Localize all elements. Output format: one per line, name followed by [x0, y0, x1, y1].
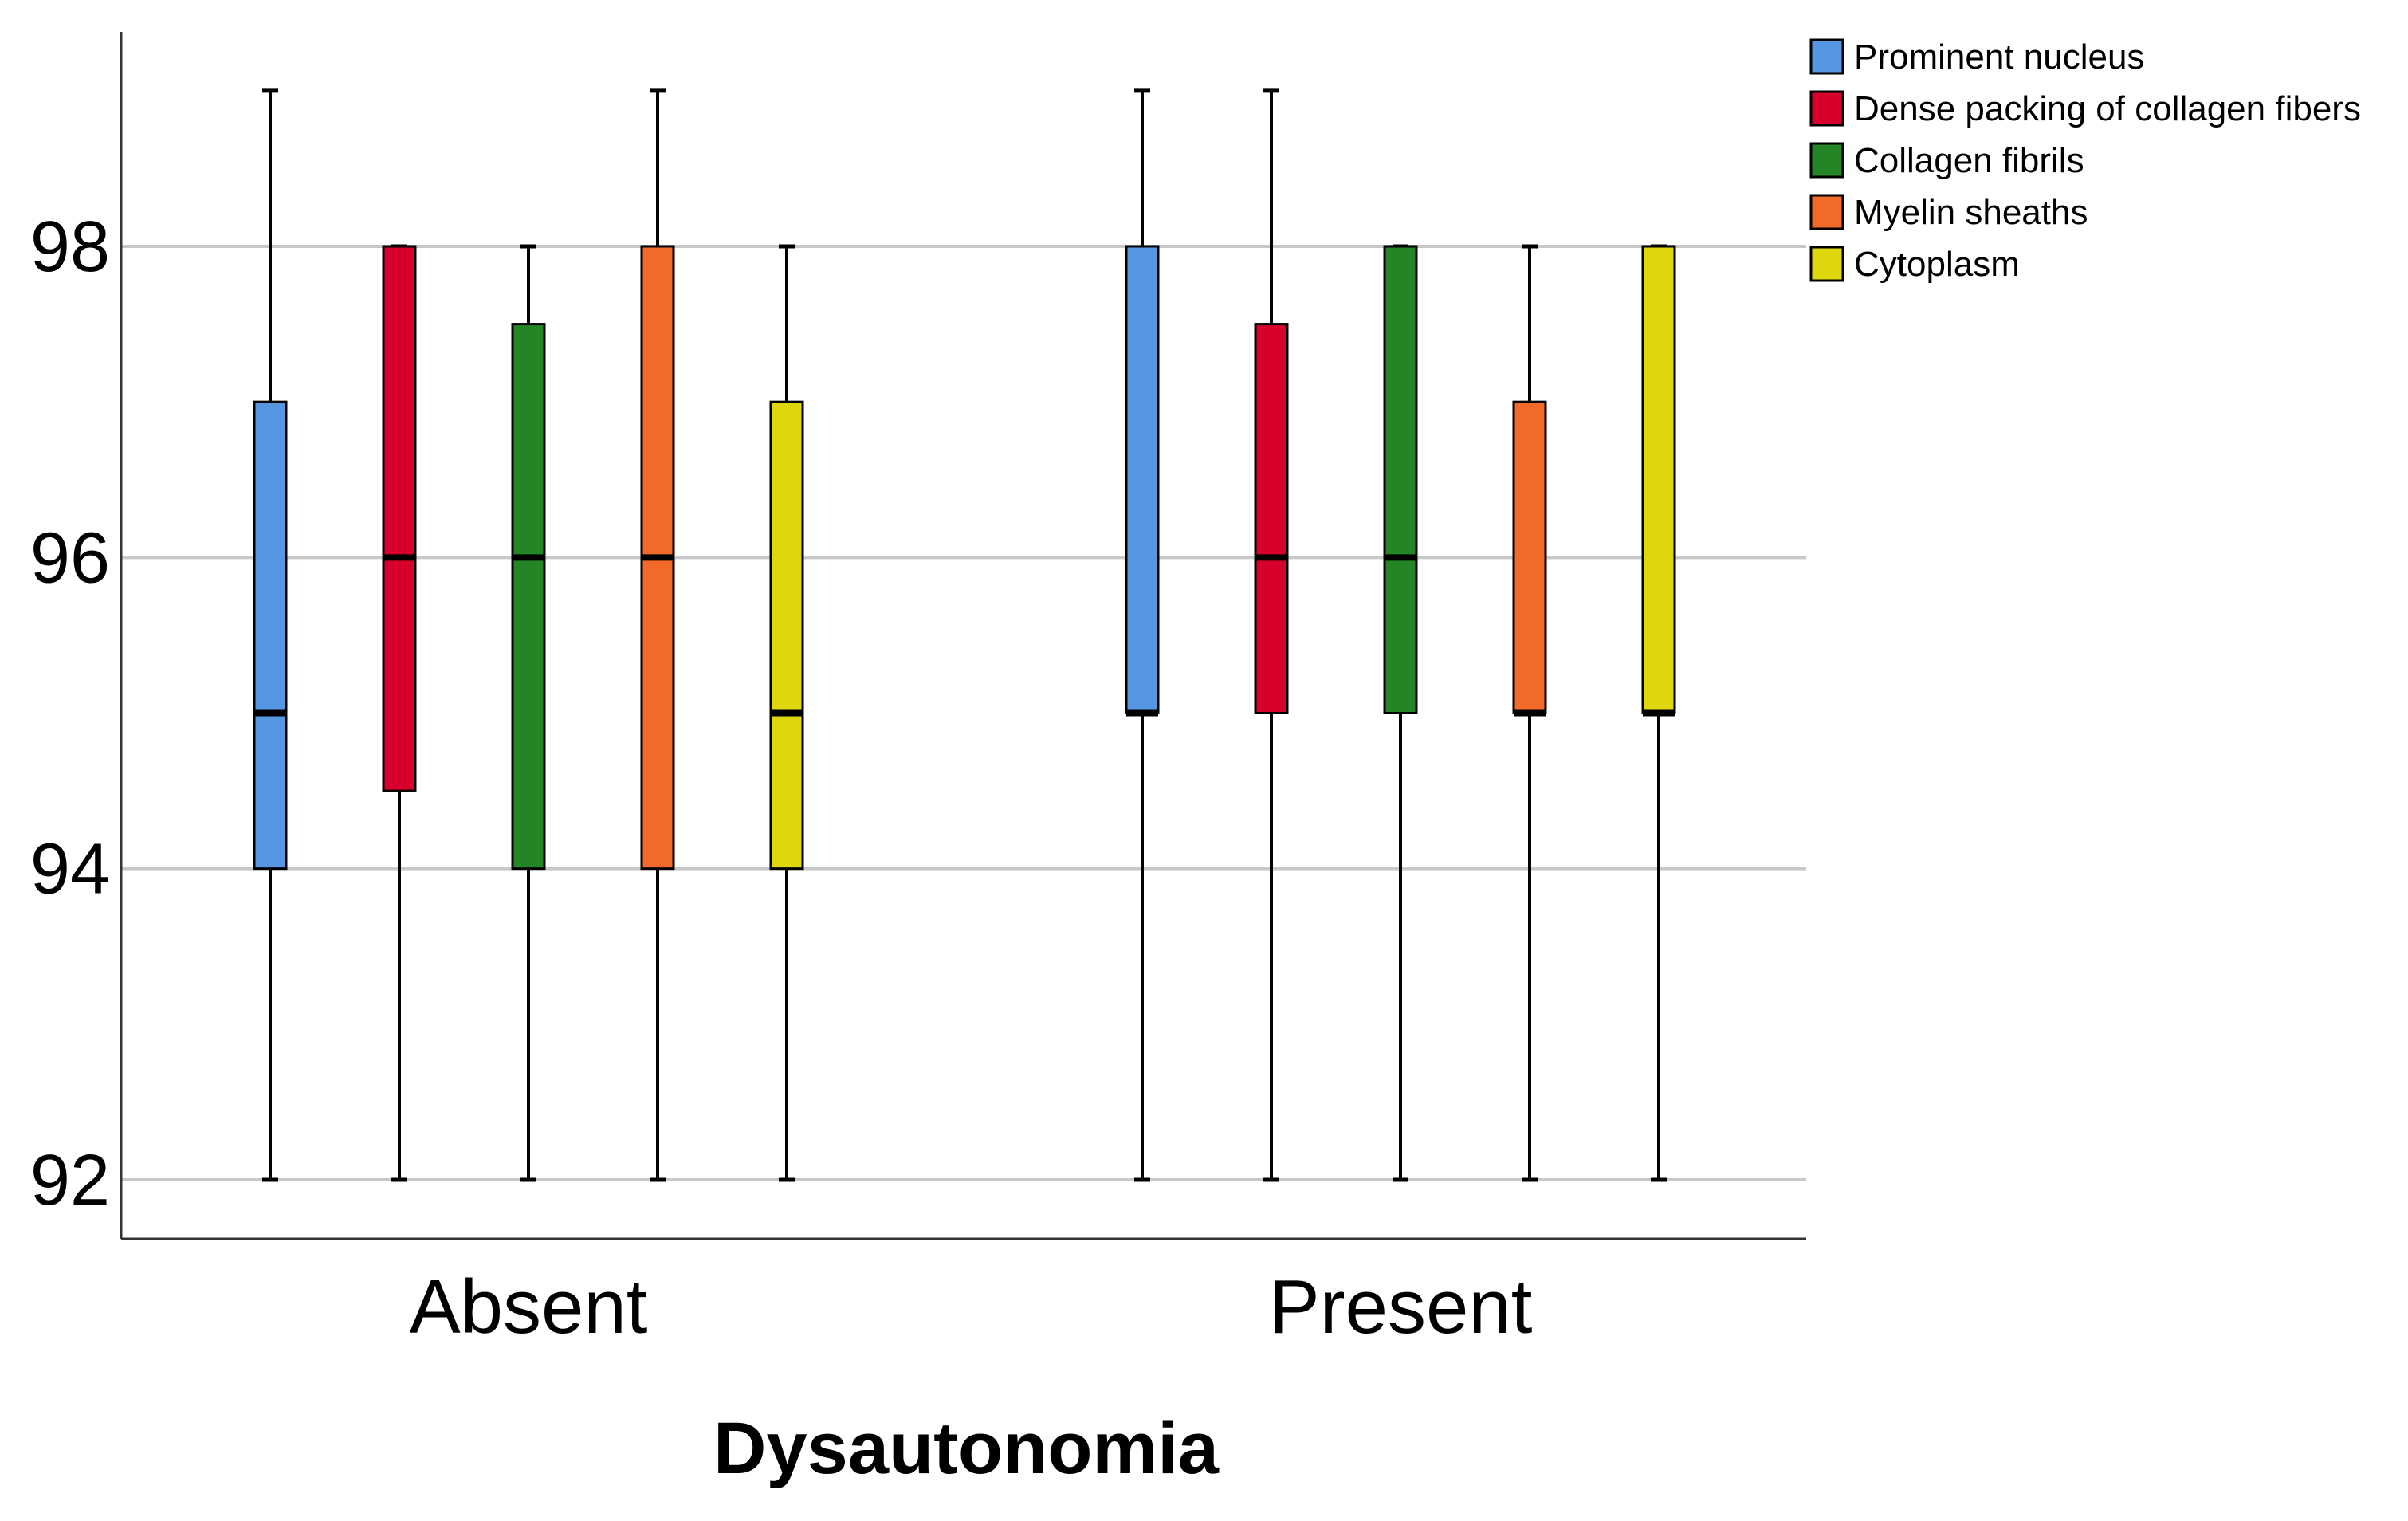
y-tick-label-92: 92 — [30, 1141, 110, 1220]
box-prominent-nucleus-present — [1125, 88, 1160, 1182]
legend-swatch — [1809, 142, 1844, 179]
legend-label: Collagen fibrils — [1854, 141, 2084, 180]
legend-label: Dense packing of collagen fibers — [1854, 89, 2361, 128]
box-iqr — [511, 323, 546, 871]
grid-layer — [121, 245, 1806, 1181]
legend-item-dense-packing-of-collagen-fibers: Dense packing of collagen fibers — [1809, 89, 2361, 128]
box-cytoplasm-absent — [769, 244, 804, 1182]
box-cytoplasm-present — [1641, 244, 1676, 1182]
x-category-labels: Absent Present — [410, 1264, 1533, 1350]
legend-item-myelin-sheaths: Myelin sheaths — [1809, 193, 2088, 232]
legend-swatch — [1809, 90, 1844, 127]
legend-item-collagen-fibrils: Collagen fibrils — [1809, 141, 2084, 180]
legend-label: Cytoplasm — [1854, 245, 2020, 284]
x-category-label-present: Present — [1269, 1264, 1533, 1350]
box-layer — [253, 88, 1676, 1182]
box-prominent-nucleus-absent — [253, 88, 288, 1182]
y-tick-label-94: 94 — [30, 830, 110, 910]
box-dense-packing-of-collagen-fibers-present — [1254, 88, 1289, 1182]
box-iqr — [1125, 245, 1160, 714]
box-iqr — [382, 245, 417, 792]
box-myelin-sheaths-present — [1512, 244, 1547, 1182]
box-iqr — [1512, 400, 1547, 714]
legend-label: Prominent nucleus — [1854, 37, 2144, 77]
legend-item-prominent-nucleus: Prominent nucleus — [1809, 37, 2144, 77]
legend-swatch — [1809, 38, 1844, 75]
box-iqr — [1383, 245, 1418, 714]
axis-layer — [120, 32, 1806, 1240]
x-category-label-absent: Absent — [410, 1264, 648, 1350]
legend-swatch — [1809, 194, 1844, 230]
y-tick-label-96: 96 — [30, 518, 110, 598]
box-collagen-fibrils-absent — [511, 244, 546, 1182]
box-iqr — [769, 400, 804, 871]
box-collagen-fibrils-present — [1383, 244, 1418, 1182]
legend-item-cytoplasm: Cytoplasm — [1809, 245, 2020, 284]
legend-swatch — [1809, 246, 1844, 282]
y-tick-labels: 92 94 96 98 — [30, 207, 110, 1220]
box-myelin-sheaths-absent — [640, 88, 675, 1182]
box-iqr — [253, 400, 288, 871]
box-dense-packing-of-collagen-fibers-absent — [382, 244, 417, 1182]
y-tick-label-98: 98 — [30, 207, 110, 287]
legend-label: Myelin sheaths — [1854, 193, 2088, 232]
x-axis-title: Dysautonomia — [713, 1408, 1220, 1489]
legend: Prominent nucleus Dense packing of collag… — [1809, 37, 2361, 284]
box-iqr — [1641, 245, 1676, 714]
box-iqr — [1254, 323, 1289, 714]
